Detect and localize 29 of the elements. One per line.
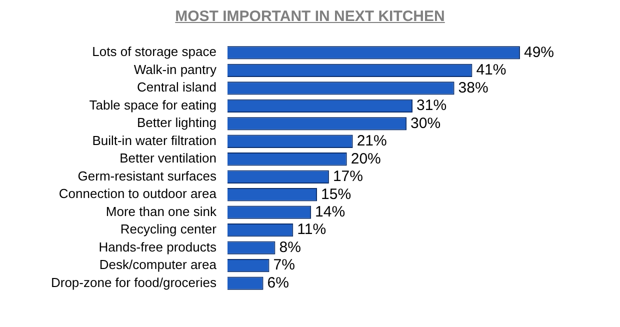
data-label: 49% <box>524 44 554 61</box>
data-label: 14% <box>315 204 346 220</box>
data-label: 7% <box>273 256 295 274</box>
data-label: 8% <box>279 238 301 256</box>
data-label: 15% <box>321 186 352 203</box>
y-tick-label: Connection to outdoor area <box>58 186 218 202</box>
data-label: 30% <box>410 114 441 132</box>
data-label: 20% <box>350 150 381 168</box>
y-tick-label: Desk/computer area <box>99 257 218 272</box>
data-label: 11% <box>297 221 326 238</box>
data-label: 31% <box>416 97 447 114</box>
y-tick-label: Central island <box>136 80 216 95</box>
y-tick-label: Built-in water filtration <box>92 132 216 148</box>
y-tick-label: Walk-in pantry <box>134 62 217 77</box>
y-tick-label: Better ventilation <box>120 150 216 166</box>
data-label: 17% <box>332 168 363 186</box>
y-tick-label: Table space for eating <box>89 97 216 112</box>
y-tick-label: Germ-resistant surfaces <box>78 168 217 184</box>
y-tick-label: Hands-free products <box>98 239 217 254</box>
chart-title: MOST IMPORTANT IN NEXT KITCHEN <box>174 8 446 25</box>
y-tick-label: Recycling center <box>120 222 218 237</box>
data-label: 6% <box>267 274 289 292</box>
data-label: 38% <box>458 79 488 96</box>
y-tick-label: More than one sink <box>106 204 217 219</box>
data-label: 21% <box>356 132 387 150</box>
y-tick-label: Better lighting <box>136 115 216 130</box>
y-tick-label: Drop-zone for food/groceries <box>50 274 217 290</box>
data-label: 41% <box>476 62 506 79</box>
y-tick-label: Lots of storage space <box>92 44 216 60</box>
